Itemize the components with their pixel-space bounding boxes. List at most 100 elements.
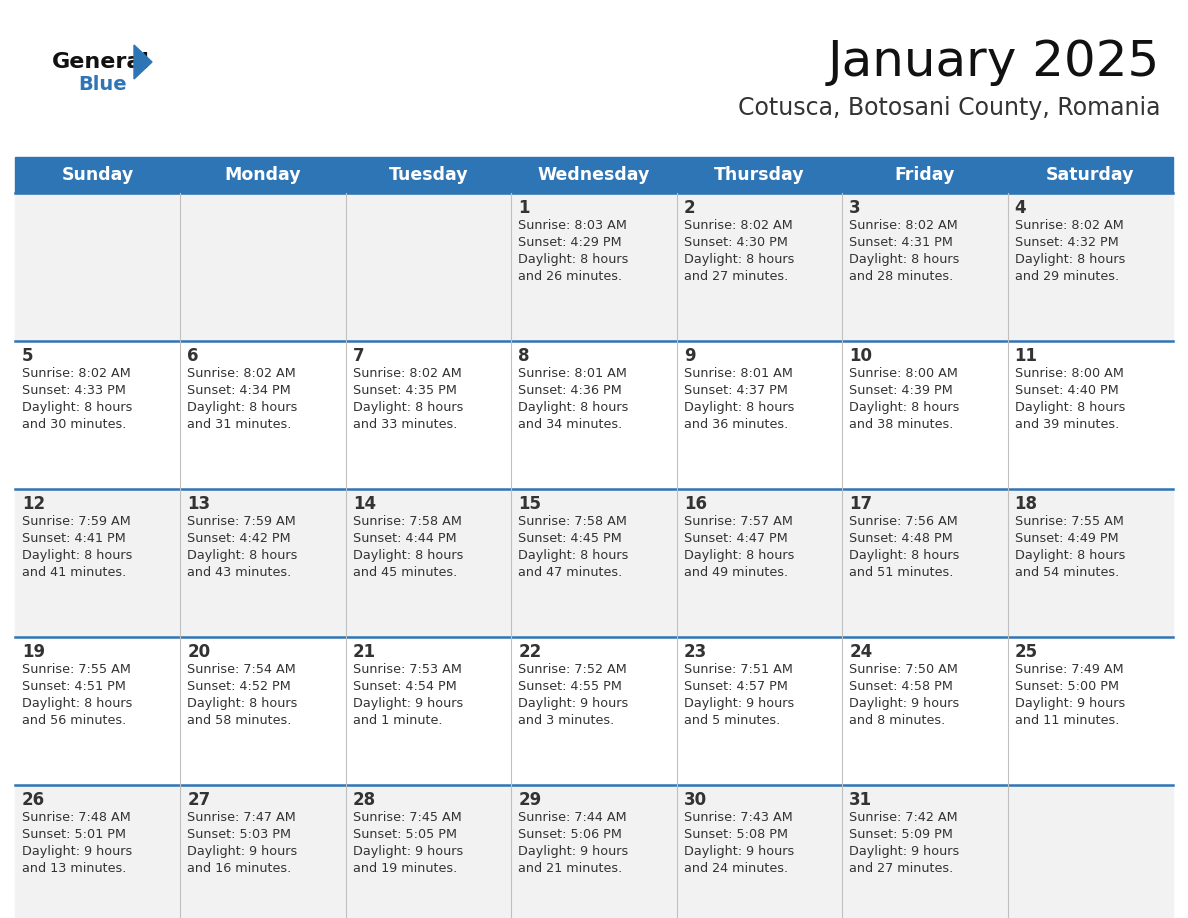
Text: 12: 12 bbox=[23, 495, 45, 513]
Text: Sunrise: 7:56 AM: Sunrise: 7:56 AM bbox=[849, 515, 958, 528]
Text: Sunrise: 8:03 AM: Sunrise: 8:03 AM bbox=[518, 219, 627, 232]
Text: Sunset: 4:48 PM: Sunset: 4:48 PM bbox=[849, 532, 953, 545]
Text: Sunrise: 7:51 AM: Sunrise: 7:51 AM bbox=[684, 663, 792, 676]
Text: Daylight: 9 hours: Daylight: 9 hours bbox=[518, 845, 628, 858]
Text: Sunrise: 8:00 AM: Sunrise: 8:00 AM bbox=[1015, 367, 1124, 380]
Text: 3: 3 bbox=[849, 199, 861, 217]
Text: Tuesday: Tuesday bbox=[388, 166, 468, 184]
Text: and 24 minutes.: and 24 minutes. bbox=[684, 862, 788, 875]
Text: Sunrise: 8:02 AM: Sunrise: 8:02 AM bbox=[23, 367, 131, 380]
Text: Daylight: 8 hours: Daylight: 8 hours bbox=[1015, 549, 1125, 562]
Text: Sunset: 4:55 PM: Sunset: 4:55 PM bbox=[518, 680, 623, 693]
Text: Sunrise: 7:58 AM: Sunrise: 7:58 AM bbox=[353, 515, 462, 528]
Text: and 45 minutes.: and 45 minutes. bbox=[353, 566, 457, 579]
Text: Sunset: 5:00 PM: Sunset: 5:00 PM bbox=[1015, 680, 1119, 693]
Text: Sunset: 4:42 PM: Sunset: 4:42 PM bbox=[188, 532, 291, 545]
Text: and 49 minutes.: and 49 minutes. bbox=[684, 566, 788, 579]
Text: and 26 minutes.: and 26 minutes. bbox=[518, 270, 623, 283]
Text: 24: 24 bbox=[849, 643, 872, 661]
Text: Daylight: 8 hours: Daylight: 8 hours bbox=[849, 401, 960, 414]
Bar bbox=[15, 785, 1173, 918]
Text: January 2025: January 2025 bbox=[828, 38, 1159, 86]
Polygon shape bbox=[134, 45, 152, 79]
Text: Daylight: 8 hours: Daylight: 8 hours bbox=[353, 549, 463, 562]
Text: Sunset: 4:33 PM: Sunset: 4:33 PM bbox=[23, 384, 126, 397]
Text: Daylight: 9 hours: Daylight: 9 hours bbox=[353, 697, 463, 710]
Text: Sunrise: 7:49 AM: Sunrise: 7:49 AM bbox=[1015, 663, 1123, 676]
Text: Sunset: 4:58 PM: Sunset: 4:58 PM bbox=[849, 680, 953, 693]
Text: and 27 minutes.: and 27 minutes. bbox=[849, 862, 954, 875]
Text: 17: 17 bbox=[849, 495, 872, 513]
Text: 26: 26 bbox=[23, 791, 45, 809]
Text: Sunset: 4:40 PM: Sunset: 4:40 PM bbox=[1015, 384, 1118, 397]
Text: Daylight: 9 hours: Daylight: 9 hours bbox=[684, 697, 794, 710]
Text: Sunset: 5:01 PM: Sunset: 5:01 PM bbox=[23, 828, 126, 841]
Text: Daylight: 9 hours: Daylight: 9 hours bbox=[188, 845, 298, 858]
Text: 29: 29 bbox=[518, 791, 542, 809]
Text: Sunset: 5:03 PM: Sunset: 5:03 PM bbox=[188, 828, 291, 841]
Text: 19: 19 bbox=[23, 643, 45, 661]
Text: Sunrise: 7:59 AM: Sunrise: 7:59 AM bbox=[23, 515, 131, 528]
Text: Sunrise: 8:02 AM: Sunrise: 8:02 AM bbox=[684, 219, 792, 232]
Text: Daylight: 8 hours: Daylight: 8 hours bbox=[188, 401, 298, 414]
Text: 11: 11 bbox=[1015, 347, 1037, 365]
Text: Daylight: 8 hours: Daylight: 8 hours bbox=[1015, 253, 1125, 266]
Text: Daylight: 9 hours: Daylight: 9 hours bbox=[684, 845, 794, 858]
Text: Sunrise: 8:02 AM: Sunrise: 8:02 AM bbox=[353, 367, 462, 380]
Text: Daylight: 8 hours: Daylight: 8 hours bbox=[353, 401, 463, 414]
Text: 7: 7 bbox=[353, 347, 365, 365]
Text: 1: 1 bbox=[518, 199, 530, 217]
Text: Sunset: 4:36 PM: Sunset: 4:36 PM bbox=[518, 384, 623, 397]
Text: Sunrise: 8:01 AM: Sunrise: 8:01 AM bbox=[684, 367, 792, 380]
Text: Daylight: 8 hours: Daylight: 8 hours bbox=[23, 549, 132, 562]
Text: Daylight: 9 hours: Daylight: 9 hours bbox=[849, 845, 960, 858]
Text: Sunset: 4:44 PM: Sunset: 4:44 PM bbox=[353, 532, 456, 545]
Bar bbox=[15, 341, 1173, 489]
Text: and 28 minutes.: and 28 minutes. bbox=[849, 270, 954, 283]
Text: Sunday: Sunday bbox=[62, 166, 134, 184]
Text: 9: 9 bbox=[684, 347, 695, 365]
Text: 16: 16 bbox=[684, 495, 707, 513]
Bar bbox=[15, 489, 1173, 637]
Text: Sunrise: 7:42 AM: Sunrise: 7:42 AM bbox=[849, 811, 958, 824]
Text: Sunrise: 7:53 AM: Sunrise: 7:53 AM bbox=[353, 663, 462, 676]
Text: Daylight: 8 hours: Daylight: 8 hours bbox=[684, 253, 794, 266]
Text: and 56 minutes.: and 56 minutes. bbox=[23, 714, 126, 727]
Text: and 36 minutes.: and 36 minutes. bbox=[684, 418, 788, 431]
Text: Friday: Friday bbox=[895, 166, 955, 184]
Text: and 34 minutes.: and 34 minutes. bbox=[518, 418, 623, 431]
Text: Sunset: 4:49 PM: Sunset: 4:49 PM bbox=[1015, 532, 1118, 545]
Text: and 1 minute.: and 1 minute. bbox=[353, 714, 442, 727]
Text: 15: 15 bbox=[518, 495, 542, 513]
Text: Sunrise: 7:57 AM: Sunrise: 7:57 AM bbox=[684, 515, 792, 528]
Text: Sunrise: 8:02 AM: Sunrise: 8:02 AM bbox=[849, 219, 958, 232]
Text: Sunrise: 7:43 AM: Sunrise: 7:43 AM bbox=[684, 811, 792, 824]
Text: 5: 5 bbox=[23, 347, 33, 365]
Text: Daylight: 8 hours: Daylight: 8 hours bbox=[518, 549, 628, 562]
Text: Sunset: 4:51 PM: Sunset: 4:51 PM bbox=[23, 680, 126, 693]
Text: Daylight: 8 hours: Daylight: 8 hours bbox=[23, 401, 132, 414]
Text: and 11 minutes.: and 11 minutes. bbox=[1015, 714, 1119, 727]
Text: Sunrise: 7:47 AM: Sunrise: 7:47 AM bbox=[188, 811, 296, 824]
Text: and 21 minutes.: and 21 minutes. bbox=[518, 862, 623, 875]
Text: Sunset: 5:05 PM: Sunset: 5:05 PM bbox=[353, 828, 457, 841]
Text: 22: 22 bbox=[518, 643, 542, 661]
Text: Daylight: 8 hours: Daylight: 8 hours bbox=[849, 549, 960, 562]
Text: Daylight: 8 hours: Daylight: 8 hours bbox=[23, 697, 132, 710]
Text: Sunset: 4:30 PM: Sunset: 4:30 PM bbox=[684, 236, 788, 249]
Text: 30: 30 bbox=[684, 791, 707, 809]
Bar bbox=[15, 157, 1173, 193]
Text: Sunset: 5:06 PM: Sunset: 5:06 PM bbox=[518, 828, 623, 841]
Text: Sunset: 4:41 PM: Sunset: 4:41 PM bbox=[23, 532, 126, 545]
Text: Sunrise: 7:50 AM: Sunrise: 7:50 AM bbox=[849, 663, 958, 676]
Text: and 13 minutes.: and 13 minutes. bbox=[23, 862, 126, 875]
Text: Sunset: 4:32 PM: Sunset: 4:32 PM bbox=[1015, 236, 1118, 249]
Text: Daylight: 8 hours: Daylight: 8 hours bbox=[684, 401, 794, 414]
Text: and 5 minutes.: and 5 minutes. bbox=[684, 714, 781, 727]
Text: and 19 minutes.: and 19 minutes. bbox=[353, 862, 457, 875]
Text: Sunrise: 7:48 AM: Sunrise: 7:48 AM bbox=[23, 811, 131, 824]
Text: and 3 minutes.: and 3 minutes. bbox=[518, 714, 614, 727]
Text: and 38 minutes.: and 38 minutes. bbox=[849, 418, 954, 431]
Text: Sunset: 4:54 PM: Sunset: 4:54 PM bbox=[353, 680, 456, 693]
Text: Sunrise: 7:55 AM: Sunrise: 7:55 AM bbox=[1015, 515, 1124, 528]
